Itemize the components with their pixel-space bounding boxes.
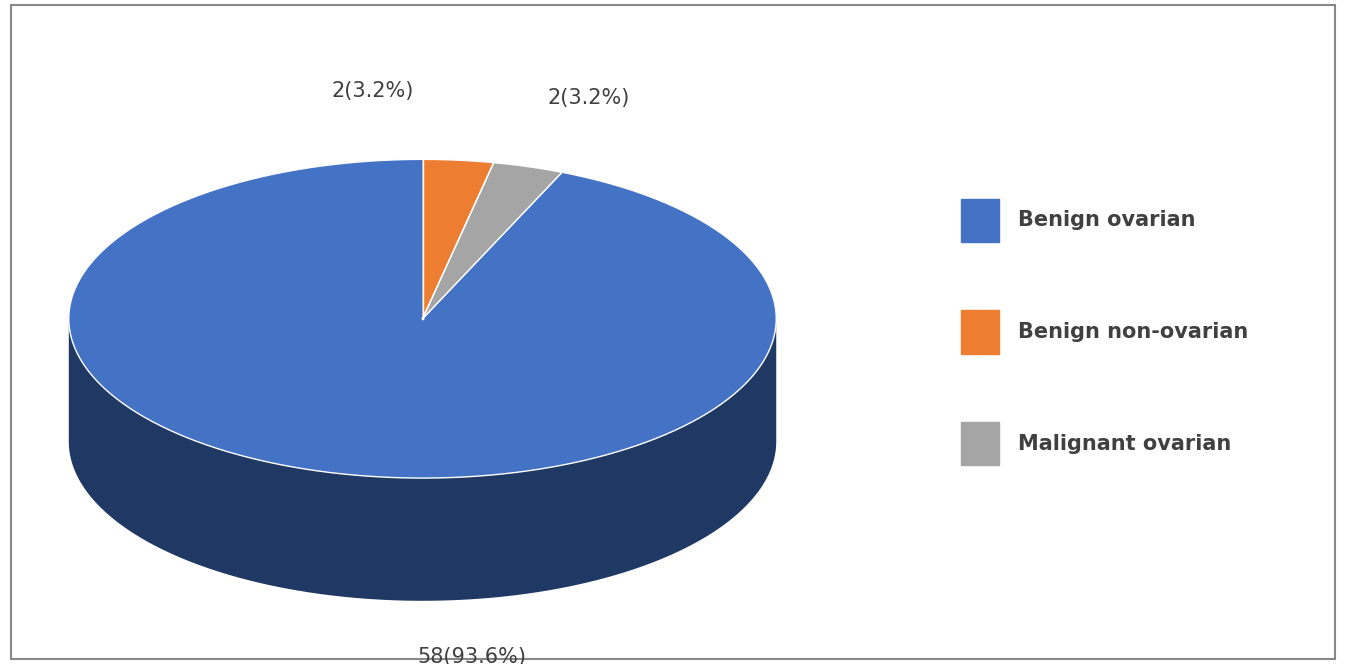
Polygon shape	[69, 159, 777, 478]
Bar	[961, 199, 999, 242]
Text: 58(93.6%): 58(93.6%)	[417, 647, 526, 664]
Text: 2(3.2%): 2(3.2%)	[546, 88, 630, 108]
Polygon shape	[69, 319, 777, 601]
Bar	[961, 310, 999, 354]
Polygon shape	[423, 159, 494, 319]
Text: Benign ovarian: Benign ovarian	[1018, 210, 1195, 230]
Text: Malignant ovarian: Malignant ovarian	[1018, 434, 1230, 454]
Text: Benign non-ovarian: Benign non-ovarian	[1018, 322, 1248, 342]
Bar	[961, 422, 999, 465]
Polygon shape	[423, 163, 563, 319]
Text: 2(3.2%): 2(3.2%)	[331, 80, 415, 100]
